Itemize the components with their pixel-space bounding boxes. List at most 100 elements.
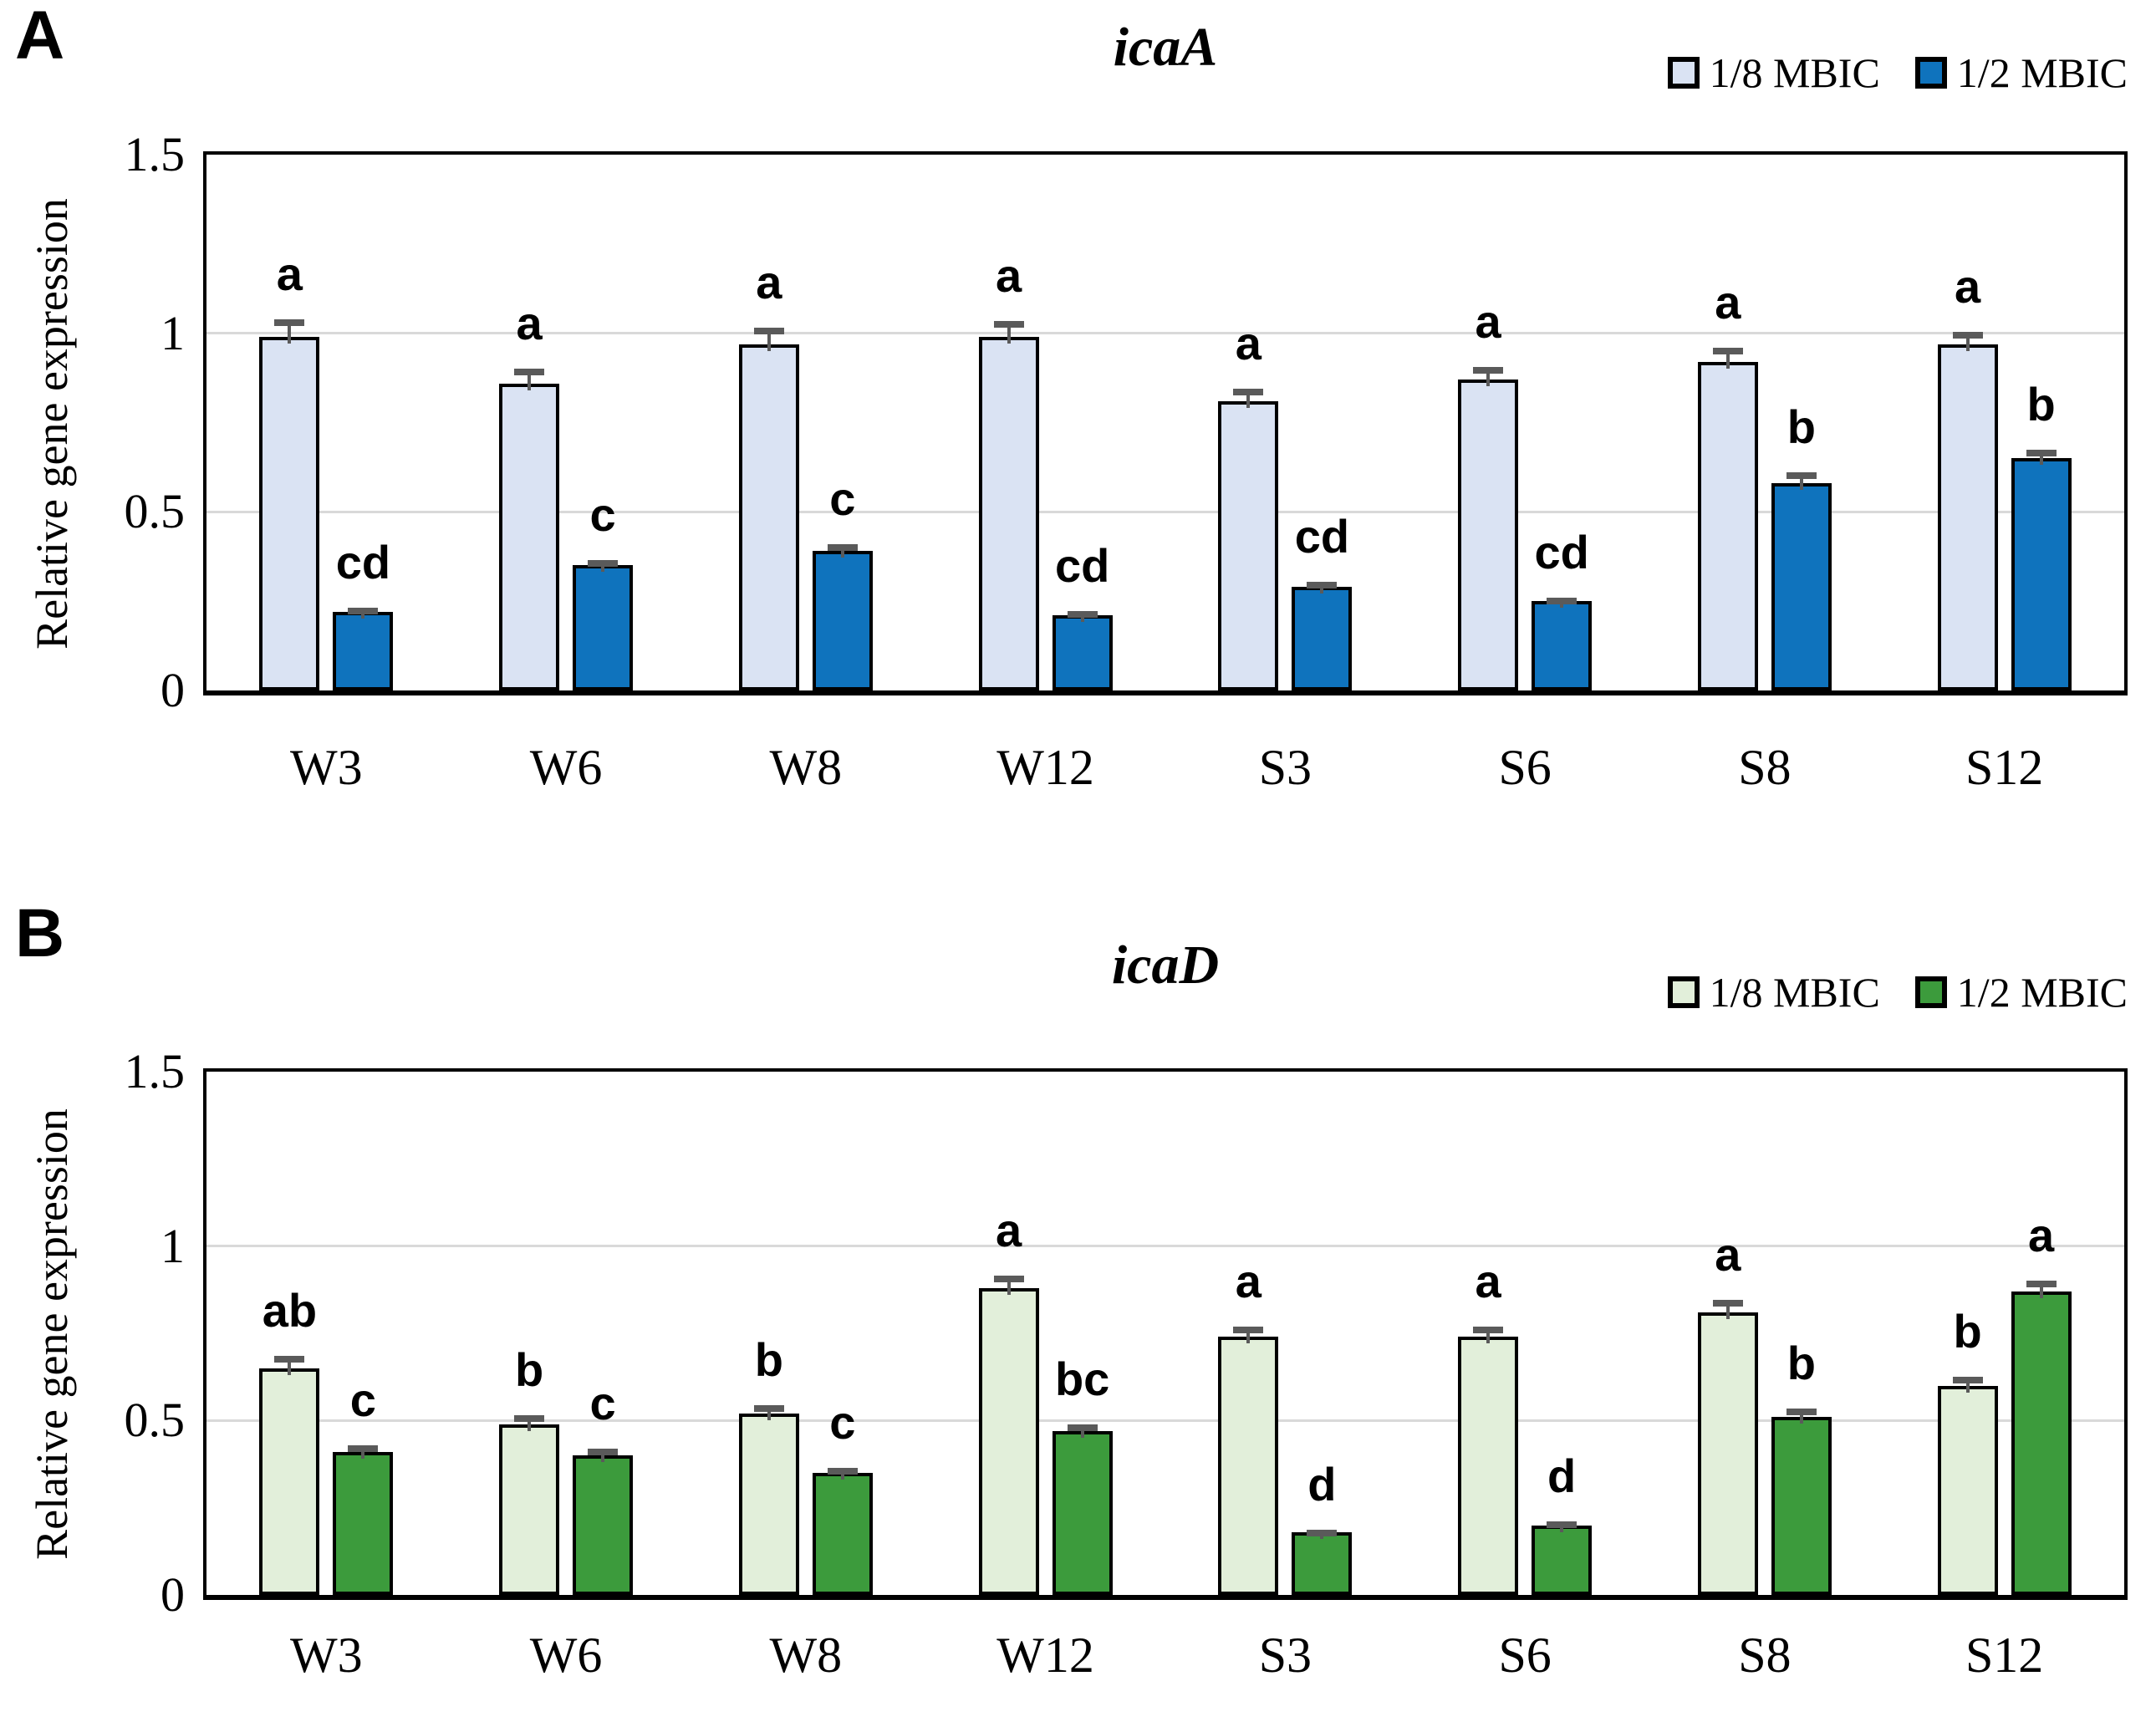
bar-s8-1-2-mbic [1771, 483, 1832, 690]
bar-w3-1-2-mbic [333, 1451, 394, 1595]
significance-letter: c [589, 1376, 616, 1429]
error-bar-stem [1965, 331, 1970, 351]
error-bar-stem [1246, 1326, 1251, 1344]
error-bar [1532, 597, 1592, 609]
error-bar [2011, 1281, 2072, 1298]
error-bar-stem [767, 1404, 771, 1420]
bar-slot: a [1697, 1072, 1758, 1595]
error-bar-cap [348, 1444, 379, 1452]
error-bar-cap [1233, 1326, 1264, 1333]
legend: 1/8 MBIC 1/2 MBIC [1667, 969, 2128, 1016]
bar-s3-1-2-mbic [1292, 1531, 1353, 1595]
error-bar-cap [2026, 449, 2057, 456]
error-bar-stem [1486, 1326, 1491, 1344]
x-tick-label-s6: S6 [1498, 1628, 1552, 1683]
bar-s3-1-2-mbic [1292, 587, 1353, 690]
error-bar-stem [1246, 388, 1251, 408]
bar-w3-1-2-mbic [333, 612, 394, 690]
legend: 1/8 MBIC 1/2 MBIC [1667, 49, 2128, 96]
error-bar-stem [1799, 1408, 1803, 1424]
bar-slot: b [738, 1072, 799, 1595]
panel-label-a: A [15, 0, 65, 74]
bar-slot: a [1458, 155, 1519, 690]
error-bar-stem [1080, 1424, 1084, 1438]
error-bar-stem [528, 369, 532, 390]
legend-label: 1/2 MBIC [1956, 49, 2128, 96]
bar-slot: a [1937, 155, 1998, 690]
bar-slot: d [1532, 1072, 1593, 1595]
bar-slot: a [978, 155, 1039, 690]
error-bar [1458, 367, 1518, 387]
error-bar-stem [361, 1444, 365, 1459]
error-bar [2011, 449, 2072, 466]
plot-area-icaA: a cd a c a c a cd a cd a cd a b a b [203, 151, 2128, 695]
panel-label-b: B [15, 895, 65, 971]
error-bar [1292, 1529, 1352, 1539]
significance-letter: a [2028, 1209, 2055, 1262]
significance-letter: c [829, 471, 856, 525]
error-bar-stem [2039, 449, 2043, 466]
legend-label: 1/2 MBIC [1956, 969, 2128, 1016]
bar-s8-1-2-mbic [1771, 1417, 1832, 1595]
chart-title-icaD: icaD [1111, 935, 1220, 996]
significance-letter: cd [1534, 525, 1589, 578]
bar-group-w3: ab c [206, 1072, 446, 1595]
y-tick-label: 0.5 [124, 484, 186, 539]
error-bar-stem [1799, 472, 1803, 491]
significance-letter: a [516, 297, 543, 350]
error-bar [813, 543, 873, 558]
legend-swatch-icon [1667, 976, 1700, 1008]
error-bar [1532, 1521, 1592, 1532]
bar-s12-1-8-mbic [1937, 1385, 1998, 1595]
error-bar-cap [1712, 1300, 1743, 1307]
error-bar-stem [2039, 1281, 2043, 1298]
significance-letter: a [996, 248, 1022, 302]
significance-letter: b [515, 1343, 544, 1397]
error-bar-stem [1486, 367, 1491, 387]
legend-label: 1/8 MBIC [1709, 969, 1880, 1016]
bar-s3-1-8-mbic [1218, 400, 1279, 690]
error-bar-cap [993, 1276, 1024, 1283]
error-bar-cap [274, 1356, 305, 1363]
error-bar-stem [767, 328, 771, 351]
legend-item-1-8-mbic: 1/8 MBIC [1667, 52, 1880, 94]
significance-letter: ab [262, 1284, 318, 1337]
bar-slot: b [1771, 1072, 1832, 1595]
error-bar-stem [1725, 1300, 1730, 1319]
error-bar [333, 607, 393, 619]
error-bar-cap [1786, 472, 1817, 480]
error-bar [739, 1404, 799, 1420]
bar-slot: a [738, 155, 799, 690]
error-bar-cap [1952, 331, 1983, 339]
y-tick-label: 1.5 [124, 1044, 186, 1098]
bar-w6-1-8-mbic [499, 1424, 560, 1595]
significance-letter: a [996, 1204, 1022, 1257]
error-bar-stem [1965, 1377, 1970, 1393]
bar-slot: a [1458, 1072, 1519, 1595]
error-bar-stem [288, 1356, 292, 1375]
error-bar [1292, 581, 1352, 594]
x-tick-label-w8: W8 [769, 1628, 843, 1683]
error-bar-cap [1712, 347, 1743, 354]
gridline [206, 1245, 2124, 1248]
bar-w6-1-2-mbic [573, 1455, 634, 1595]
error-bar-cap [2026, 1281, 2057, 1288]
bar-s3-1-8-mbic [1218, 1337, 1279, 1595]
error-bar-stem [1725, 347, 1730, 369]
bar-slot: cd [333, 155, 394, 690]
bar-group-s6: a cd [1405, 155, 1645, 690]
error-bar-cap [1307, 581, 1338, 588]
bar-group-w12: a cd [925, 155, 1165, 690]
plot-area-icaD: ab c b c b c a bc a d a d a b b a [203, 1068, 2128, 1600]
x-tick-label-s12: S12 [1965, 1628, 2044, 1683]
error-bar-cap [514, 369, 545, 376]
bar-slot: c [812, 155, 873, 690]
error-bar-cap [993, 320, 1024, 328]
bar-slot: b [1771, 155, 1832, 690]
error-bar [1938, 331, 1998, 351]
error-bar-cap [1473, 367, 1504, 374]
